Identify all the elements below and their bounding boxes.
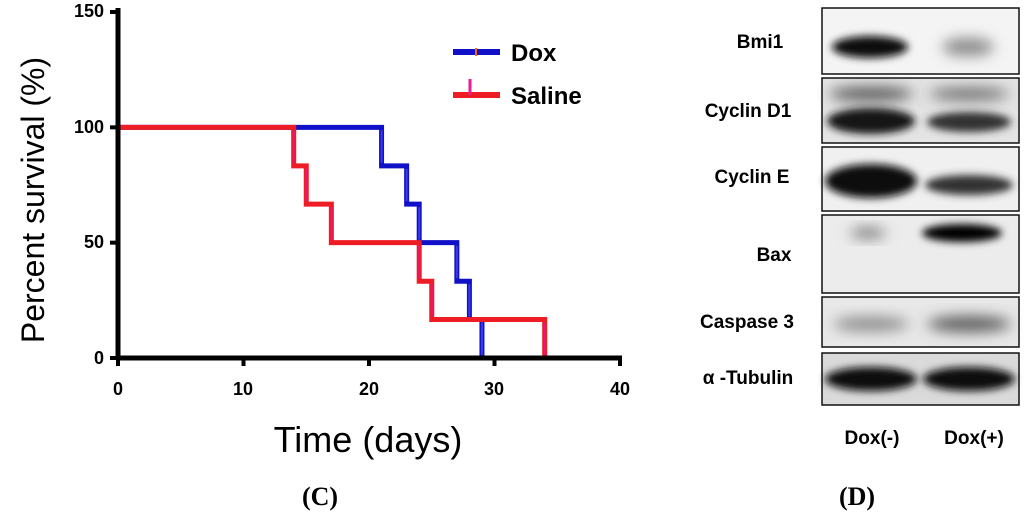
legend-label-dox: Dox bbox=[511, 40, 557, 67]
y-tick-label: 0 bbox=[94, 348, 104, 368]
blot-label-bmi1: Bmi1 bbox=[737, 32, 784, 53]
lane-label-dox-minus: Dox(-) bbox=[845, 428, 900, 449]
x-axis-title: Time (days) bbox=[274, 419, 463, 460]
blot-label-tubulin: α -Tubulin bbox=[703, 368, 793, 389]
band-bax-lane1 bbox=[850, 228, 886, 238]
blot-strip-cyclin-e bbox=[821, 146, 1020, 212]
blot-label-cyclin-e: Cyclin E bbox=[715, 167, 790, 188]
blot-label-bax: Bax bbox=[757, 245, 792, 266]
x-tick-label: 20 bbox=[359, 379, 379, 399]
x-tick-label: 0 bbox=[113, 379, 123, 399]
band-bmi1-lane1 bbox=[832, 36, 908, 58]
lane-label-dox-plus: Dox(+) bbox=[944, 428, 1004, 449]
band-cyclin-d1-upper-lane1 bbox=[829, 87, 913, 101]
blot-strip-tubulin bbox=[821, 352, 1020, 406]
y-axis-title: Percent survival (%) bbox=[15, 57, 51, 343]
survival-chart: 0 10 20 30 40 0 50 100 150 Percent survi… bbox=[15, 1, 630, 511]
band-caspase-3-lane2 bbox=[927, 316, 1011, 332]
series-line-dox bbox=[118, 124, 485, 358]
x-tick-label: 40 bbox=[610, 379, 630, 399]
axis-ticks bbox=[110, 10, 622, 366]
blot-label-cyclin-d1: Cyclin D1 bbox=[705, 101, 792, 122]
legend: Dox Saline bbox=[453, 40, 582, 110]
band-bax-lane2 bbox=[922, 224, 1002, 242]
x-tick-label: 30 bbox=[484, 379, 504, 399]
western-blot: Bmi1 Cyclin D1 Cyclin E Bax Caspase 3 α … bbox=[700, 7, 1020, 511]
band-cyclin-d1-lower-lane1 bbox=[827, 108, 915, 134]
blot-strip-cyclin-d1 bbox=[821, 77, 1020, 144]
blot-strip-bax bbox=[821, 214, 1020, 294]
survival-curves bbox=[118, 124, 548, 358]
x-tick-label: 10 bbox=[233, 379, 253, 399]
band-bmi1-lane2 bbox=[942, 38, 994, 56]
band-cyclin-e-lane1 bbox=[825, 164, 917, 198]
y-tick-label: 50 bbox=[84, 232, 104, 252]
series-line-saline bbox=[118, 124, 548, 358]
band-tubulin-lane2 bbox=[923, 367, 1015, 391]
band-cyclin-d1-upper-lane2 bbox=[929, 88, 1009, 100]
legend-label-saline: Saline bbox=[511, 83, 582, 110]
panel-label-d: (D) bbox=[839, 482, 875, 511]
blot-strip-bmi1 bbox=[821, 7, 1020, 75]
band-cyclin-e-lane2 bbox=[925, 175, 1013, 195]
band-caspase-3-lane1 bbox=[833, 317, 909, 331]
y-tick-label: 150 bbox=[74, 1, 104, 21]
band-cyclin-d1-lower-lane2 bbox=[927, 112, 1011, 132]
y-tick-label: 100 bbox=[74, 117, 104, 137]
band-tubulin-lane1 bbox=[825, 367, 917, 391]
blot-strip-caspase-3 bbox=[821, 296, 1020, 348]
blot-label-caspase-3: Caspase 3 bbox=[700, 312, 794, 333]
panel-label-c: (C) bbox=[302, 482, 338, 511]
